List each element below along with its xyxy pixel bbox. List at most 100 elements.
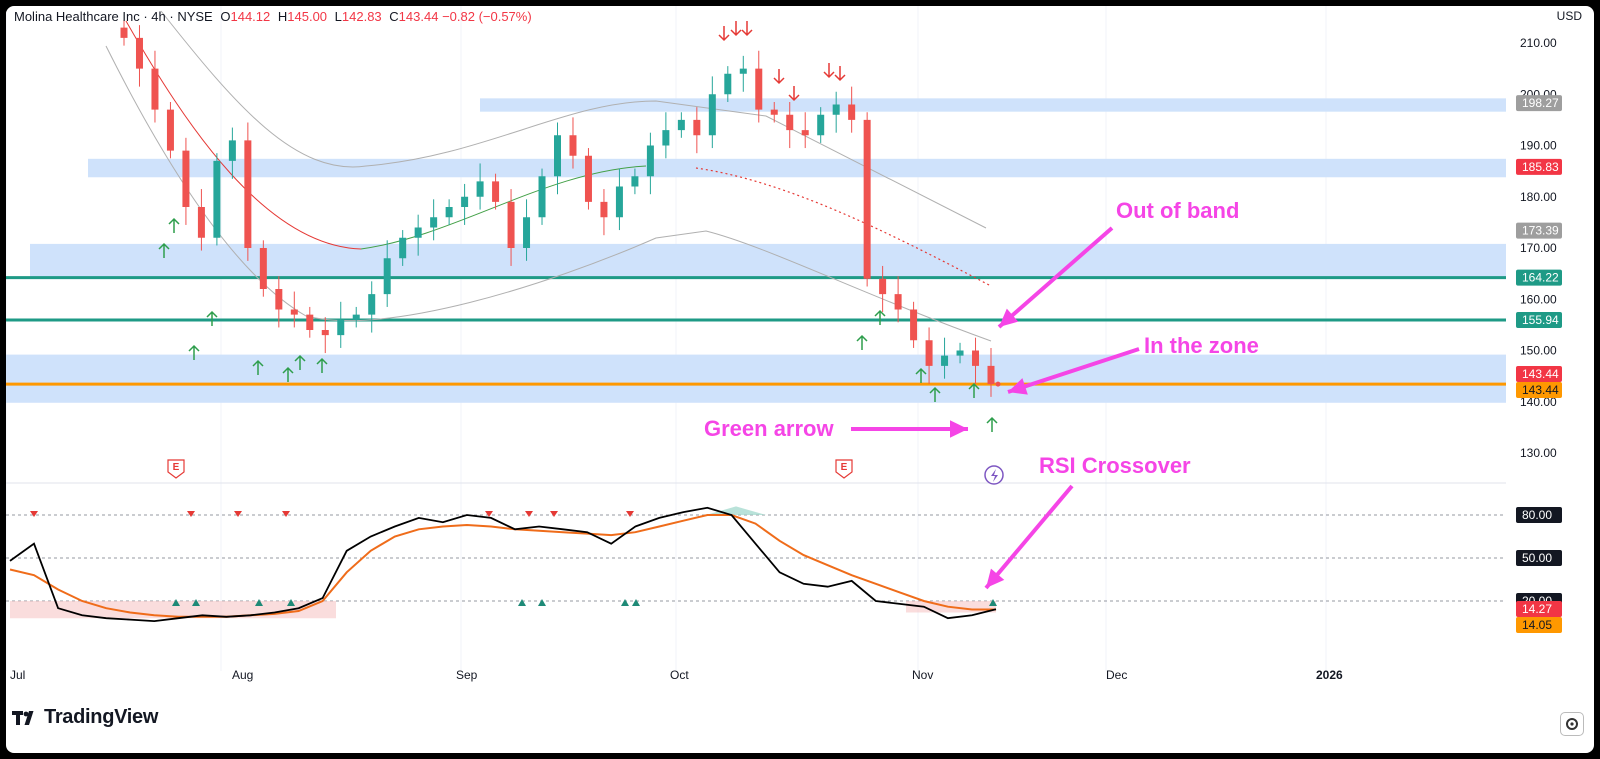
candle-down: [321, 330, 329, 336]
candle-down: [259, 248, 267, 289]
interval[interactable]: 4h: [151, 9, 166, 24]
rsi-oversold-fill: [10, 601, 336, 619]
moving-average-projection: [695, 167, 992, 287]
candle-up: [399, 237, 407, 259]
candle-down: [492, 181, 500, 202]
candle-up: [615, 186, 623, 218]
currency-label[interactable]: USD: [1556, 9, 1582, 23]
sell-signal-arrow-icon: [788, 86, 800, 102]
support-resistance-zone: [30, 243, 1506, 277]
symbol-legend[interactable]: Molina Healthcare Inc · 4h · NYSE O144.1…: [14, 9, 532, 24]
low-label: L: [334, 9, 342, 24]
price-label-text: 155.94: [1522, 313, 1559, 327]
candle-up: [383, 258, 391, 295]
rsi-value-text: 50.00: [1522, 551, 1552, 565]
rsi-overbought-fill: [706, 506, 766, 515]
rsi-sell-triangle-icon: [525, 511, 533, 517]
price-label-text: 143.44: [1522, 383, 1559, 397]
candle-down: [972, 350, 980, 366]
rsi-value-badge: 50.00: [1516, 550, 1562, 566]
buy-signal-arrow-icon: [294, 354, 306, 370]
price-label-badge: 173.39: [1516, 222, 1562, 239]
buy-signal-arrow-icon: [968, 382, 980, 398]
sell-signal-arrow-icon: [823, 63, 835, 79]
rsi-value-text: 14.05: [1522, 618, 1552, 632]
rsi-line: [9, 506, 997, 623]
earnings-marker-label: E: [841, 462, 848, 473]
candle-up: [538, 176, 546, 218]
price-tick-label: 140.00: [1520, 395, 1557, 409]
price-label-text: 143.44: [1522, 367, 1559, 381]
support-resistance-zone: [480, 98, 1506, 112]
candle-up: [337, 319, 345, 336]
earnings-marker-icon[interactable]: E: [167, 459, 185, 479]
candle-up: [523, 217, 531, 248]
price-label-text: 185.83: [1522, 160, 1559, 174]
close-label: C: [389, 9, 399, 24]
candle-down: [290, 309, 298, 315]
candle-down: [770, 109, 778, 115]
candle-down: [244, 140, 252, 248]
candle-up: [646, 145, 654, 177]
price-tick-label: 150.00: [1520, 344, 1557, 358]
close-value: 143.44: [398, 9, 439, 24]
rsi-buy-triangle-icon: [192, 599, 200, 606]
candle-up: [461, 196, 469, 207]
candle-up: [414, 227, 422, 238]
rsi-buy-triangle-icon: [287, 599, 295, 606]
low-value: 142.83: [341, 9, 382, 24]
moving-average-down: [125, 20, 362, 250]
rsi-sell-triangle-icon: [30, 511, 38, 517]
candle-up: [956, 350, 964, 356]
candle-down: [507, 201, 515, 248]
buy-signal-arrow-icon: [188, 344, 200, 360]
sell-signal-arrow-icon: [773, 69, 785, 85]
buy-signal-arrow-icon: [316, 357, 328, 373]
time-tick-label: Dec: [1106, 668, 1127, 682]
candle-up: [352, 314, 360, 320]
candle-down: [135, 37, 143, 69]
price-tick-label: 210.00: [1520, 36, 1557, 50]
candle-down: [120, 27, 128, 38]
price-tick-label: 130.00: [1520, 446, 1557, 460]
candle-up: [817, 114, 825, 136]
exchange: NYSE: [177, 9, 213, 24]
annotation-green-arrow: Green arrow: [704, 416, 834, 441]
rsi-buy-triangle-icon: [538, 599, 546, 606]
annotation-arrow: [984, 484, 1074, 590]
earnings-marker-icon[interactable]: E: [835, 459, 853, 479]
candle-up: [724, 73, 732, 95]
candle-down: [584, 155, 592, 202]
candle-up: [213, 160, 221, 238]
sell-signal-arrow-icon: [741, 21, 753, 37]
price-label-badge: 164.22: [1516, 269, 1562, 286]
candle-down: [600, 201, 608, 218]
sell-signal-arrow-icon: [718, 26, 730, 42]
candle-down: [755, 68, 763, 110]
settings-icon[interactable]: [1560, 712, 1584, 736]
high-label: H: [277, 9, 288, 24]
time-tick-label: Sep: [456, 668, 478, 682]
buy-signal-arrow-icon: [252, 359, 264, 375]
candle-up: [941, 355, 949, 366]
annotation-arrow-head: [1008, 378, 1028, 395]
candle-up: [662, 130, 670, 146]
tradingview-logo[interactable]: TradingView: [12, 706, 158, 729]
rsi-value-text: 14.27: [1522, 602, 1552, 616]
change-value: −0.82 (−0.57%): [442, 9, 532, 24]
price-tick-label: 170.00: [1520, 241, 1557, 255]
rsi-sell-triangle-icon: [282, 511, 290, 517]
time-tick-label: Nov: [912, 668, 933, 682]
price-tick-label: 160.00: [1520, 292, 1557, 306]
candle-up: [708, 94, 716, 136]
candle-up: [476, 181, 484, 197]
rsi-ma-line: [9, 514, 996, 618]
candle-down: [569, 135, 577, 156]
price-label-badge: 143.44: [1516, 382, 1562, 398]
buy-signal-arrow-icon: [168, 217, 180, 233]
candle-down: [848, 104, 856, 120]
earnings-marker-label: E: [173, 462, 180, 473]
symbol-name[interactable]: Molina Healthcare Inc: [14, 9, 140, 24]
sell-signal-arrow-icon: [730, 21, 742, 37]
